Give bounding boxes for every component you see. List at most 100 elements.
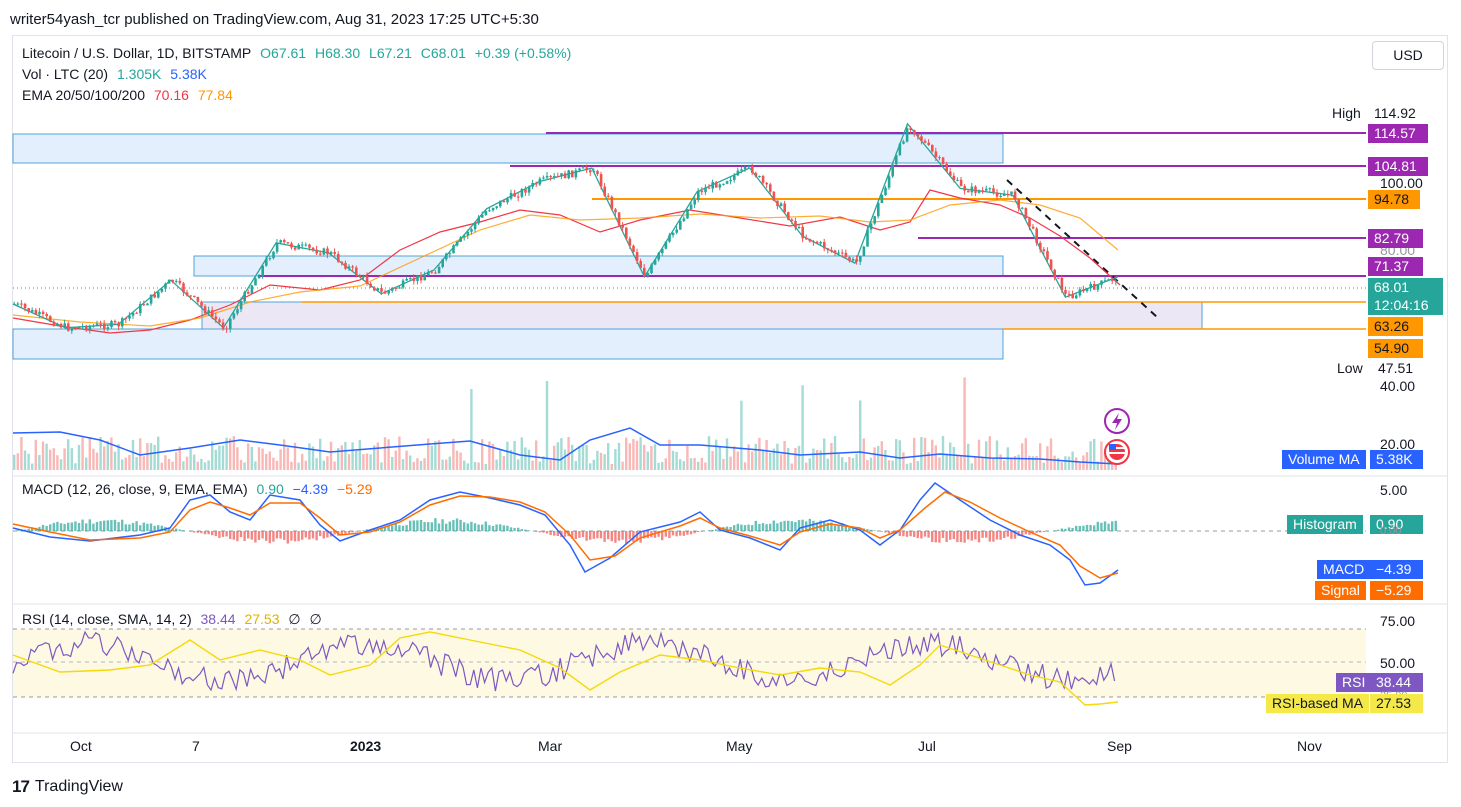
candle-body [45, 313, 48, 317]
macd-histogram-bar [88, 519, 91, 531]
volume-bar [67, 439, 70, 470]
candle-body [365, 276, 369, 284]
macd-histogram-bar [520, 529, 523, 531]
macd-histogram-bar [873, 530, 876, 531]
macd-histogram-bar [200, 531, 203, 534]
macd-histogram-bar [506, 525, 509, 531]
volume-bar [279, 449, 282, 470]
rsi-legend-label[interactable]: RSI (14, close, SMA, 14, 2) [22, 611, 192, 627]
macd-histogram-bar [729, 526, 732, 531]
volume-bar [819, 450, 822, 470]
candle-body [779, 203, 783, 207]
macd-histogram-bar [812, 520, 815, 531]
candle-body [189, 295, 192, 297]
volume-bar [362, 454, 365, 470]
volume-bar [434, 441, 437, 470]
rsi-ma-line[interactable] [12, 631, 1119, 706]
histogram-value: 0.90 [1370, 515, 1423, 534]
volume-bar [20, 437, 23, 470]
macd-histogram-bar [394, 523, 397, 531]
volume-bar [448, 456, 451, 470]
macd-histogram-bar [985, 531, 988, 538]
volume-bar [81, 437, 84, 470]
volume-bar [142, 456, 145, 470]
volume-bar [283, 439, 286, 470]
ema-50-line[interactable] [12, 199, 1119, 327]
candle-body [499, 200, 502, 207]
candle-body [549, 175, 552, 177]
ema-legend-a: 70.16 [153, 87, 189, 103]
ema-20-line[interactable] [12, 189, 1121, 334]
candle-body [293, 247, 297, 250]
candle-body [520, 189, 524, 197]
candle-body [927, 142, 930, 146]
volume-bar [686, 446, 689, 470]
volume-bar [574, 461, 577, 470]
candle-body [351, 266, 354, 268]
volume-bar [992, 458, 995, 470]
candle-body [232, 313, 236, 319]
volume-bar [95, 452, 99, 470]
tradingview-logo[interactable]: 17 TradingView [12, 777, 123, 797]
macd-legend-label[interactable]: MACD (12, 26, close, 9, EMA, EMA) [22, 481, 248, 497]
volume-bar [772, 448, 775, 470]
level-label-82[interactable]: 82.79 [1368, 229, 1423, 248]
macd-histogram-bar [621, 531, 624, 540]
macd-histogram-bar [934, 531, 937, 543]
trend-line[interactable] [1006, 179, 1159, 319]
volume-bar [704, 462, 707, 470]
macd-histogram-bar [103, 520, 106, 531]
candle-body [704, 187, 707, 193]
level-label-71[interactable]: 71.37 [1368, 257, 1423, 276]
macd-histogram-bar [952, 531, 955, 540]
volume-bar [1046, 446, 1049, 470]
macd-histogram-bar [351, 531, 354, 533]
volume-bar [301, 453, 304, 470]
level-label-114[interactable]: 114.57 [1368, 124, 1428, 143]
symbol-title[interactable]: Litecoin / U.S. Dollar, 1D, BITSTAMP [22, 45, 252, 61]
volume-ma-line[interactable] [12, 427, 1119, 465]
zone-rect-mid[interactable] [193, 255, 1004, 277]
macd-histogram-bar [67, 522, 70, 531]
low-value: 47.51 [1372, 359, 1420, 378]
macd-histogram-bar [398, 525, 401, 531]
zone-rect-bottom[interactable] [12, 328, 1004, 360]
volume-bar [16, 453, 19, 470]
candle-body [459, 237, 462, 242]
macd-histogram-bar [315, 531, 318, 541]
volume-bar [646, 451, 649, 470]
macd-line[interactable] [12, 482, 1119, 586]
level-label-104[interactable]: 104.81 [1368, 157, 1428, 176]
macd-histogram-bar [754, 520, 757, 531]
candle-body [592, 170, 596, 173]
ema-legend-label[interactable]: EMA 20/50/100/200 [22, 87, 145, 103]
volume-legend-label[interactable]: Vol · LTC (20) [22, 66, 109, 82]
rsi-line[interactable] [12, 630, 1116, 692]
currency-button[interactable]: USD [1372, 41, 1444, 70]
candle-body [715, 182, 718, 188]
volume-bar [311, 446, 315, 470]
volume-bar [787, 447, 790, 470]
level-label-63[interactable]: 63.26 [1368, 317, 1423, 336]
volume-bar [387, 439, 390, 470]
volume-bar [844, 462, 847, 470]
volume-bar [776, 443, 779, 470]
candle-body [484, 211, 488, 215]
candle-body [20, 303, 23, 305]
macd-signal-line[interactable] [12, 491, 1119, 579]
candle-body [545, 175, 549, 178]
volume-bar [848, 456, 851, 470]
volume-bar [621, 461, 624, 470]
candle-body [117, 322, 120, 327]
zone-rect-top[interactable] [12, 133, 1004, 164]
macd-histogram-bar [571, 531, 574, 539]
zone-rect-purple[interactable] [201, 301, 1203, 330]
candle-body [599, 174, 603, 187]
level-label-54[interactable]: 54.90 [1368, 339, 1423, 358]
candle-body [412, 277, 416, 282]
volume-bar [905, 463, 909, 470]
macd-histogram-bar [322, 531, 325, 539]
macd-histogram-bar [286, 531, 289, 544]
level-label-94[interactable]: 94.78 [1368, 190, 1420, 209]
